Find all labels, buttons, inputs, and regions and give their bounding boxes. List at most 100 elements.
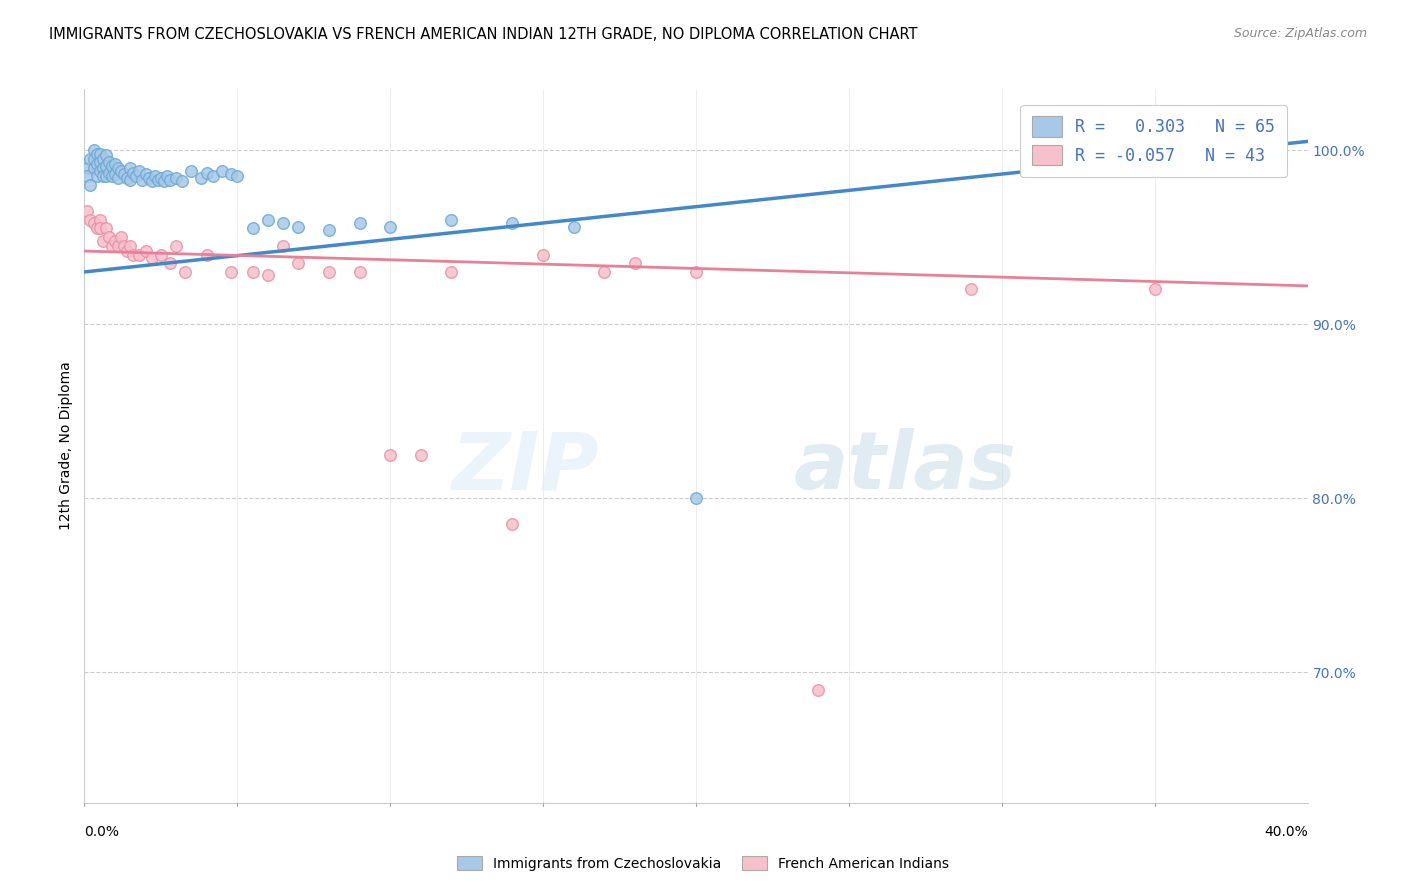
Point (1143, 282, 1166, 296)
Point (79, 152, 101, 166)
Point (104, 234, 127, 248)
Point (128, 164, 150, 178)
Point (138, 171, 160, 186)
Point (115, 244, 138, 258)
Point (115, 171, 138, 186)
Point (128, 247, 150, 261)
Point (107, 239, 129, 253)
Point (83, 143, 105, 157)
Point (146, 172, 169, 186)
Text: IMMIGRANTS FROM CZECHOSLOVAKIA VS FRENCH AMERICAN INDIAN 12TH GRADE, NO DIPLOMA : IMMIGRANTS FROM CZECHOSLOVAKIA VS FRENCH… (49, 27, 918, 42)
Point (107, 161, 129, 175)
Text: 40.0%: 40.0% (1264, 825, 1308, 839)
Point (76, 204, 98, 219)
Point (125, 169, 148, 184)
Point (112, 168, 135, 182)
Point (318, 223, 340, 237)
Point (349, 216, 371, 230)
Point (76, 169, 98, 184)
Point (531, 247, 554, 261)
Point (440, 265, 463, 279)
Point (89, 212, 111, 227)
Point (79, 178, 101, 192)
Point (349, 265, 371, 279)
Text: ZIP: ZIP (451, 428, 598, 507)
Point (156, 169, 179, 184)
Point (242, 265, 264, 279)
Point (131, 172, 153, 186)
Point (195, 166, 218, 180)
Point (97, 230, 120, 244)
Point (135, 168, 157, 182)
Point (120, 161, 142, 175)
Point (593, 265, 616, 279)
Point (172, 174, 194, 188)
Point (97, 155, 120, 169)
Point (94, 169, 117, 184)
Point (271, 216, 294, 230)
Text: 0.0%: 0.0% (84, 825, 120, 839)
Point (110, 230, 132, 244)
Point (107, 171, 129, 186)
Point (159, 256, 181, 270)
Point (380, 219, 402, 234)
Point (104, 157, 127, 171)
Point (143, 169, 166, 184)
Point (91, 152, 114, 166)
Point (195, 247, 218, 261)
Point (502, 517, 524, 532)
Point (112, 239, 135, 253)
Point (149, 247, 172, 261)
Point (219, 265, 242, 279)
Point (159, 172, 181, 186)
Point (135, 244, 157, 258)
Point (120, 172, 142, 186)
Point (141, 174, 163, 188)
Point (89, 164, 111, 178)
Point (104, 168, 127, 182)
Point (94, 221, 117, 235)
Point (94, 159, 117, 173)
Point (380, 448, 402, 462)
Point (83, 152, 105, 166)
Point (242, 221, 264, 235)
Point (211, 164, 233, 178)
Point (271, 239, 294, 253)
Point (76, 161, 98, 175)
Point (101, 169, 124, 184)
Point (409, 448, 432, 462)
Point (960, 282, 983, 296)
Point (201, 169, 224, 184)
Point (180, 164, 202, 178)
Point (287, 219, 309, 234)
Point (79, 212, 101, 227)
Point (86, 157, 108, 171)
Point (257, 212, 280, 227)
Point (149, 171, 172, 186)
Point (562, 219, 585, 234)
Point (101, 159, 124, 173)
Point (174, 265, 197, 279)
Point (165, 171, 187, 186)
Point (83, 216, 105, 230)
Point (190, 171, 212, 186)
Point (440, 212, 463, 227)
Point (502, 216, 524, 230)
Legend: Immigrants from Czechoslovakia, French American Indians: Immigrants from Czechoslovakia, French A… (451, 850, 955, 876)
Point (219, 168, 242, 182)
Point (141, 251, 163, 265)
Point (86, 221, 108, 235)
Point (165, 239, 187, 253)
Point (89, 146, 111, 161)
Point (318, 265, 340, 279)
Point (120, 239, 142, 253)
Point (110, 164, 132, 178)
Point (91, 161, 114, 175)
Point (91, 234, 114, 248)
Legend: R =   0.303   N = 65, R = -0.057   N = 43: R = 0.303 N = 65, R = -0.057 N = 43 (1021, 104, 1286, 177)
Point (94, 148, 117, 162)
Point (91, 169, 114, 184)
Point (86, 169, 108, 184)
Point (807, 682, 830, 697)
Point (257, 268, 280, 283)
